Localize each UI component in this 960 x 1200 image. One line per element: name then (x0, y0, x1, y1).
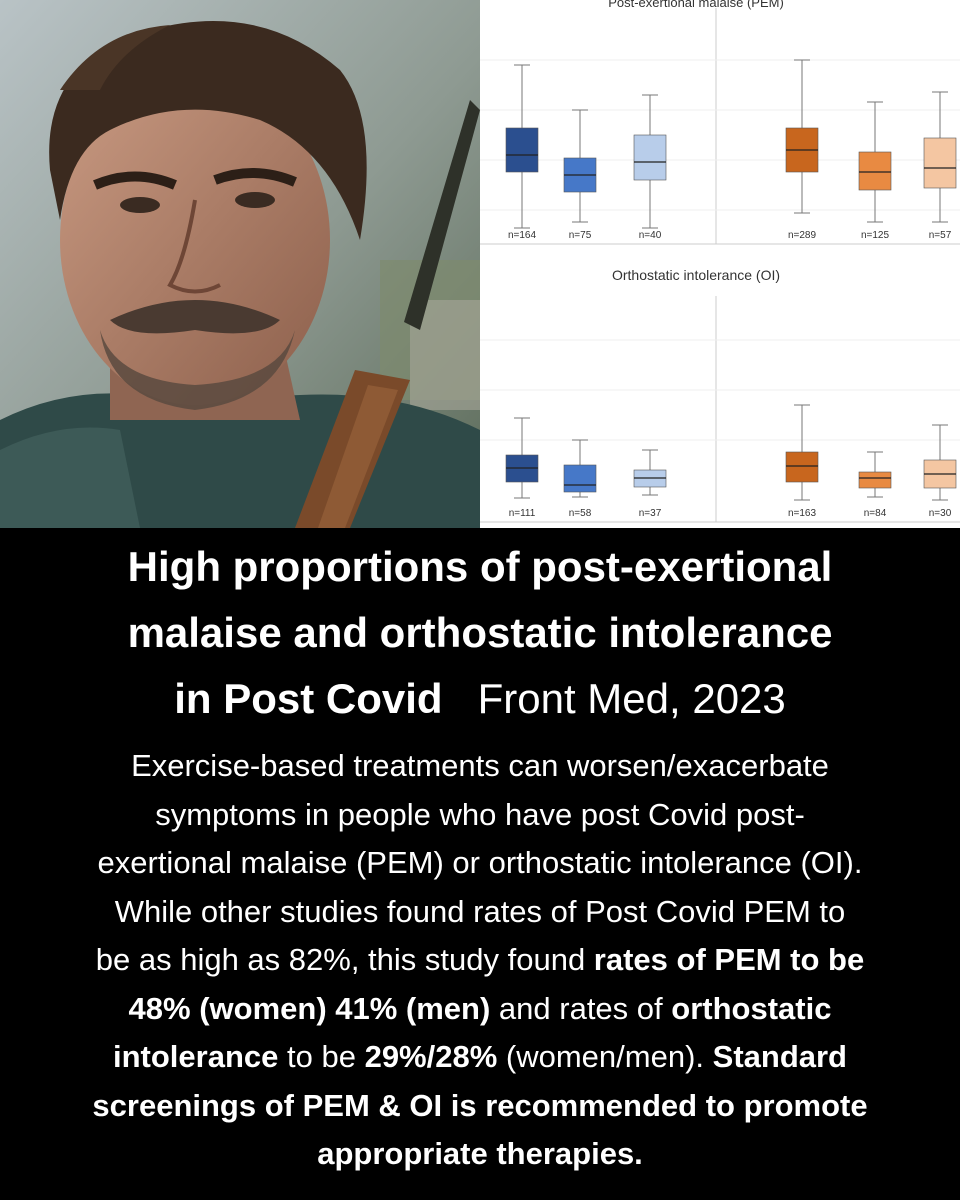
oi-men-n-label: n=30 (929, 508, 952, 519)
body-text: Exercise-based treatments can worsen/exa… (0, 742, 960, 1179)
oi-women-box-1: n=111 (505, 417, 539, 519)
box (858, 151, 892, 191)
body-line-9: appropriate therapies. (317, 1136, 643, 1171)
source-citation: Front Med, 2023 (477, 675, 786, 722)
oi-women-box-2: n=58 (563, 439, 597, 519)
box (785, 451, 819, 483)
headline-line-2: malaise and orthostatic intolerance (127, 609, 833, 656)
body-line-4: While other studies found rates of Post … (114, 893, 846, 929)
pem-men-n-label: n=289 (788, 230, 817, 241)
body-bold-run: orthostatic (671, 990, 832, 1026)
body-line-7: intolerance to be 29%/28% (women/men). S… (0, 1033, 960, 1082)
pem-women-n-label: n=40 (639, 230, 662, 241)
body-bold-run: 29%/28% (364, 1039, 498, 1074)
body-line-1: Exercise-based treatments can worsen/exa… (131, 748, 829, 783)
body-line-2: symptoms in people who have post Covid p… (155, 796, 805, 832)
boxplot-figure: Post-exertional malaise (PEM) Orthostati… (480, 0, 960, 528)
pem-men-box-1: n=289 (785, 59, 819, 241)
box (858, 471, 892, 489)
oi-men-box-3: n=30 (923, 424, 957, 519)
boxplot-svg: Post-exertional malaise (PEM) Orthostati… (480, 0, 960, 523)
pem-women-box-3: n=40 (633, 94, 667, 241)
body-text-run: be as high as 82%, this study found (95, 942, 594, 977)
oi-men-box-2: n=84 (858, 451, 892, 519)
body-bold-run: Standard (712, 1039, 847, 1074)
oi-women-n-label: n=37 (639, 508, 662, 519)
body-bold-run: rates of PEM to be (593, 942, 865, 977)
body-bold-run: intolerance (113, 1039, 279, 1074)
headline: High proportions of post-exertional mala… (0, 534, 960, 732)
oi-chart-title: Orthostatic intolerance (OI) (612, 267, 780, 283)
caption-area: High proportions of post-exertional mala… (0, 528, 960, 1200)
body-line-5: be as high as 82%, this study found rate… (0, 936, 960, 985)
body-line-3: exertional malaise (PEM) or orthostatic … (97, 845, 863, 880)
body-line-8: screenings of PEM & OI is recommended to… (92, 1087, 868, 1123)
oi-men-box-1: n=163 (785, 404, 819, 519)
box (563, 464, 597, 493)
pem-men-box-3: n=57 (923, 91, 957, 241)
headline-line-3: in Post Covid Front Med, 2023 (0, 666, 960, 732)
headline-bold: in Post Covid (174, 675, 443, 722)
pem-chart-title: Post-exertional malaise (PEM) (608, 0, 784, 10)
pem-women-n-label: n=75 (569, 230, 592, 241)
body-text-run: to be (278, 1039, 365, 1074)
pem-women-n-label: n=164 (508, 230, 537, 241)
pem-men-box-2: n=125 (858, 101, 892, 241)
portrait-photo (0, 0, 480, 528)
pem-men-n-label: n=57 (929, 230, 952, 241)
body-text-run: and rates of (490, 990, 672, 1026)
pem-women-box-2: n=75 (563, 109, 597, 241)
box (633, 134, 667, 181)
oi-women-n-label: n=111 (509, 508, 536, 519)
oi-men-n-label: n=84 (864, 508, 887, 519)
box (923, 137, 957, 189)
headline-line-1: High proportions of post-exertional (127, 543, 833, 590)
body-line-6: 48% (women) 41% (men) and rates of ortho… (0, 985, 960, 1034)
oi-women-n-label: n=58 (569, 508, 592, 519)
box (505, 127, 539, 173)
oi-women-box-3: n=37 (633, 449, 667, 519)
body-text-run: (women/men). (497, 1039, 713, 1074)
body-bold-run: 48% (women) 41% (men) (128, 990, 491, 1026)
oi-men-n-label: n=163 (788, 508, 817, 519)
pem-men-n-label: n=125 (861, 230, 890, 241)
pem-women-box-1: n=164 (505, 64, 539, 241)
